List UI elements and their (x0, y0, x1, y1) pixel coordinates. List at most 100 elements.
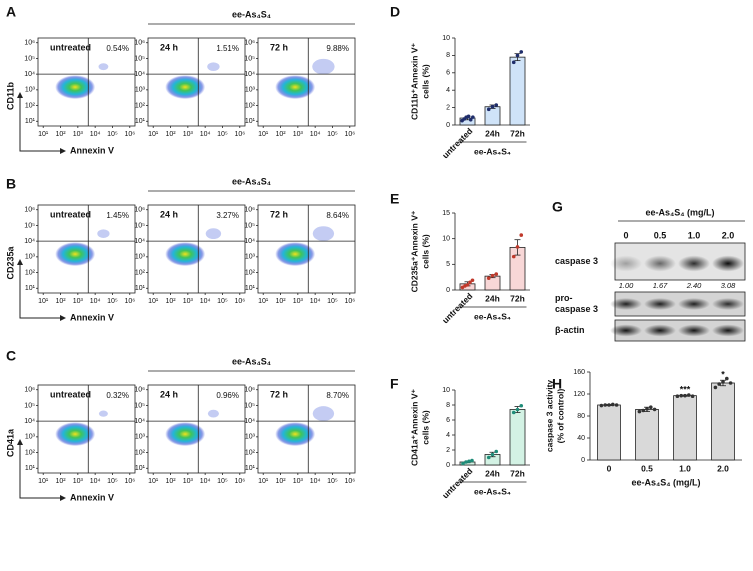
row-label: caspase 3 (555, 256, 598, 266)
density-cloud (55, 242, 96, 267)
y-tick-label: 2 (446, 447, 450, 454)
data-point (515, 53, 520, 58)
y-tick-label: 10⁶ (24, 207, 35, 214)
y-tick-label: 10³ (25, 254, 36, 261)
x-tick-label: 10⁴ (310, 478, 321, 485)
band-quantification: 1.00 (619, 281, 634, 290)
data-point (645, 407, 649, 411)
density-cloud (165, 422, 206, 447)
x-tick-label: 10⁵ (217, 478, 228, 485)
gated-population (98, 410, 108, 417)
data-point (486, 107, 491, 112)
y-tick-label: 10⁴ (244, 71, 255, 78)
y-tick-label: 5 (446, 261, 450, 268)
x-tick-label: 10⁵ (327, 478, 338, 485)
data-point (515, 245, 520, 249)
x-tick-label: untreated (440, 466, 474, 500)
x-tick-label: 10¹ (148, 478, 159, 485)
y-tick-label: 10⁵ (244, 402, 255, 409)
gated-population (97, 229, 110, 238)
x-tick-label: 10³ (73, 298, 84, 305)
y-tick-label: 10 (442, 35, 450, 42)
data-point (725, 376, 729, 381)
gated-population (312, 226, 335, 242)
panel-label: F (390, 376, 399, 392)
x-tick-label: 10² (275, 131, 286, 138)
plot-frame (147, 384, 246, 474)
x-tick-label: 0 (607, 463, 612, 473)
data-point (728, 381, 733, 385)
x-tick-label: 10⁴ (90, 131, 101, 138)
x-tick-label: 10² (55, 131, 66, 138)
y-axis-label: cells (%) (420, 64, 430, 99)
gated-population (207, 409, 219, 418)
x-tick-label: 10¹ (38, 131, 49, 138)
y-tick-label: 10² (245, 102, 256, 109)
data-point (611, 402, 615, 407)
y-axis-label: CD41a (5, 428, 15, 457)
x-axis-label: Annexin V (70, 312, 114, 322)
y-tick-label: 15 (442, 210, 450, 217)
bar (635, 408, 659, 461)
x-tick-label: 10³ (293, 298, 304, 305)
data-point (511, 60, 516, 65)
y-tick-label: 10⁶ (244, 40, 255, 47)
y-tick-label: 10³ (135, 254, 146, 261)
x-tick-label: 10⁵ (107, 131, 118, 138)
quadrant-percent: 0.96% (216, 391, 239, 400)
data-point (464, 460, 468, 464)
data-point (490, 273, 495, 278)
blot-band (644, 298, 676, 310)
x-tick-label: 10⁶ (344, 298, 355, 305)
group-label: ee-As₄S₄ (232, 176, 271, 186)
x-tick-label: 10³ (183, 478, 194, 485)
y-tick-label: 10⁶ (244, 387, 255, 394)
y-tick-label: 10⁴ (134, 71, 145, 78)
y-tick-label: 10¹ (245, 285, 256, 292)
y-tick-label: 0 (446, 462, 450, 469)
x-tick-label: 72h (510, 468, 525, 478)
y-tick-label: 10⁶ (244, 207, 255, 214)
x-tick-label: 10⁴ (200, 298, 211, 305)
data-point (494, 272, 499, 276)
gated-population (205, 228, 222, 240)
x-tick-label: 24h (485, 128, 500, 138)
x-tick-label: 10⁴ (310, 131, 321, 138)
data-point (494, 103, 499, 107)
significance: *** (680, 384, 691, 394)
density-cloud (275, 75, 316, 100)
plot-frame (37, 37, 136, 127)
bar (673, 395, 697, 461)
data-point (486, 455, 491, 460)
panel-title: 72 h (270, 209, 288, 219)
x-tick-label: 10⁶ (124, 478, 135, 485)
data-point (486, 276, 491, 280)
blot-band (610, 324, 642, 337)
x-tick-label: 10⁴ (200, 131, 211, 138)
y-axis-label: (% of control) (555, 388, 565, 443)
y-tick-label: 10¹ (25, 465, 36, 472)
data-point (519, 233, 524, 237)
data-point (603, 403, 607, 407)
y-tick-label: 10³ (245, 254, 256, 261)
density-cloud (275, 422, 316, 447)
y-axis-label: CD235a⁺Annexin V⁺ (409, 210, 419, 292)
y-tick-label: 40 (577, 435, 585, 442)
y-tick-label: 10¹ (245, 118, 256, 125)
group-label: ee-As₄S₄ (474, 486, 511, 496)
y-tick-label: 10⁵ (134, 55, 145, 62)
arrow-head (17, 92, 23, 98)
data-point (637, 409, 642, 414)
y-tick-label: 10³ (135, 434, 146, 441)
y-tick-label: 10¹ (135, 465, 146, 472)
density-cloud (275, 242, 316, 267)
panel-title: untreated (50, 209, 91, 219)
data-point (494, 449, 499, 454)
x-tick-label: 10¹ (148, 298, 159, 305)
significance: * (721, 370, 725, 380)
y-tick-label: 10³ (245, 434, 256, 441)
row-label: pro- (555, 293, 573, 303)
bar (597, 404, 621, 461)
data-point (614, 403, 619, 407)
x-tick-label: untreated (440, 291, 474, 325)
